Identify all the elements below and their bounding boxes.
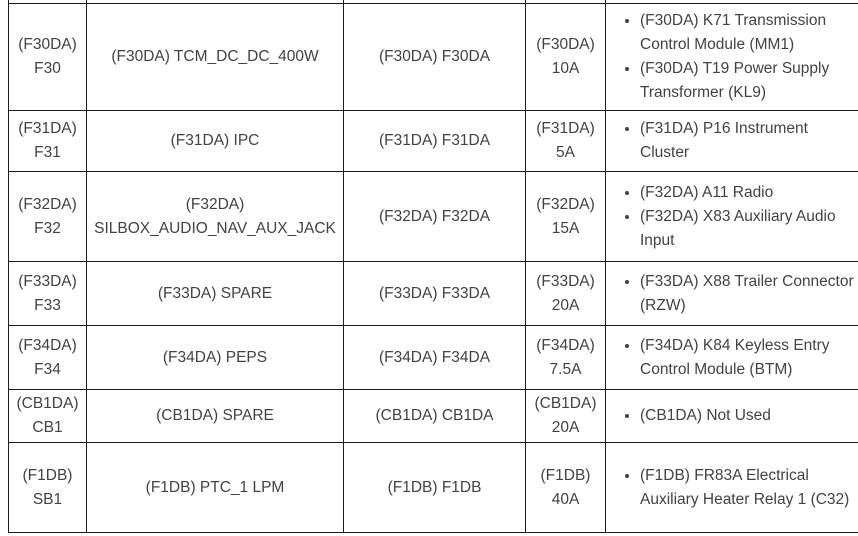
fuse-function-cell: (CB1DA) SPARE <box>86 389 344 443</box>
fuse-function-cell: (F32DA) SILBOX_AUDIO_NAV_AUX_JACK <box>86 171 344 262</box>
fuse-function-cell: (F31DA) IPC <box>86 110 344 172</box>
components-list: (CB1DA) Not Used <box>612 404 858 428</box>
table-row: (F33DA) F33 (F33DA) SPARE (F33DA) F33DA (F3… <box>8 261 858 326</box>
amperage-cell: (F30DA) 10A <box>525 3 606 111</box>
component-item: (F30DA) T19 Power Supply Transformer (KL… <box>640 57 857 105</box>
fuse-code-cell: (F1DB) F1DB <box>343 442 526 533</box>
fuse-code-cell: (F31DA) F31DA <box>343 110 526 172</box>
table-row: (F31DA) F31 (F31DA) IPC (F31DA) F31DA (F31D… <box>8 110 858 172</box>
components-cell: (F31DA) P16 Instrument Cluster <box>605 110 858 172</box>
components-cell: (F34DA) K84 Keyless Entry Control Module… <box>605 325 858 390</box>
fuse-code-cell: (CB1DA) CB1DA <box>343 389 526 443</box>
components-cell: (F30DA) K71 Transmission Control Module … <box>605 3 858 111</box>
fuse-code-cell: (F33DA) F33DA <box>343 261 526 326</box>
amperage-cell: (F1DB) 40A <box>525 442 606 533</box>
fuse-code-cell: (F34DA) F34DA <box>343 325 526 390</box>
fuse-box-table: (F30DA) F30 (F30DA) TCM_DC_DC_400W (F30DA)… <box>8 0 858 533</box>
table-row: (CB1DA) CB1 (CB1DA) SPARE (CB1DA) CB1DA (CB… <box>8 389 858 443</box>
component-item: (CB1DA) Not Used <box>640 404 857 428</box>
amperage-cell: (F31DA) 5A <box>525 110 606 172</box>
components-list: (F34DA) K84 Keyless Entry Control Module… <box>612 334 858 382</box>
fuse-function-cell: (F1DB) PTC_1 LPM <box>86 442 344 533</box>
fuse-id-cell: (F31DA) F31 <box>8 110 87 172</box>
components-list: (F31DA) P16 Instrument Cluster <box>612 117 858 165</box>
component-item: (F34DA) K84 Keyless Entry Control Module… <box>640 334 857 382</box>
components-list: (F1DB) FR83A Electrical Auxiliary Heater… <box>612 464 858 512</box>
component-item: (F31DA) P16 Instrument Cluster <box>640 117 857 165</box>
component-item: (F32DA) A11 Radio <box>640 181 857 205</box>
table-row: (F32DA) F32 (F32DA) SILBOX_AUDIO_NAV_AUX_… <box>8 171 858 262</box>
components-cell: (F32DA) A11 Radio(F32DA) X83 Auxiliary A… <box>605 171 858 262</box>
components-cell: (F33DA) X88 Trailer Connector (RZW) <box>605 261 858 326</box>
fuse-function-cell: (F33DA) SPARE <box>86 261 344 326</box>
fuse-code-cell: (F30DA) F30DA <box>343 3 526 111</box>
fuse-id-cell: (CB1DA) CB1 <box>8 389 87 443</box>
fuse-id-cell: (F33DA) F33 <box>8 261 87 326</box>
amperage-cell: (F33DA) 20A <box>525 261 606 326</box>
fuse-table-body: (F30DA) F30 (F30DA) TCM_DC_DC_400W (F30DA)… <box>8 0 858 533</box>
component-item: (F30DA) K71 Transmission Control Module … <box>640 9 857 57</box>
fuse-id-cell: (F1DB) SB1 <box>8 442 87 533</box>
components-list: (F30DA) K71 Transmission Control Module … <box>612 9 858 105</box>
fuse-code-cell: (F32DA) F32DA <box>343 171 526 262</box>
component-item: (F1DB) FR83A Electrical Auxiliary Heater… <box>640 464 857 512</box>
fuse-id-cell: (F30DA) F30 <box>8 3 87 111</box>
table-row: (F30DA) F30 (F30DA) TCM_DC_DC_400W (F30DA)… <box>8 3 858 111</box>
fuse-id-cell: (F32DA) F32 <box>8 171 87 262</box>
fuse-function-cell: (F30DA) TCM_DC_DC_400W <box>86 3 344 111</box>
components-cell: (CB1DA) Not Used <box>605 389 858 443</box>
component-item: (F32DA) X83 Auxiliary Audio Input <box>640 205 857 253</box>
components-list: (F32DA) A11 Radio(F32DA) X83 Auxiliary A… <box>612 181 858 253</box>
amperage-cell: (F34DA) 7.5A <box>525 325 606 390</box>
amperage-cell: (CB1DA) 20A <box>525 389 606 443</box>
amperage-cell: (F32DA) 15A <box>525 171 606 262</box>
fuse-id-cell: (F34DA) F34 <box>8 325 87 390</box>
components-list: (F33DA) X88 Trailer Connector (RZW) <box>612 270 858 318</box>
fuse-function-cell: (F34DA) PEPS <box>86 325 344 390</box>
components-cell: (F1DB) FR83A Electrical Auxiliary Heater… <box>605 442 858 533</box>
table-row: (F1DB) SB1 (F1DB) PTC_1 LPM (F1DB) F1DB (F1… <box>8 442 858 533</box>
table-row: (F34DA) F34 (F34DA) PEPS (F34DA) F34DA (F34… <box>8 325 858 390</box>
component-item: (F33DA) X88 Trailer Connector (RZW) <box>640 270 857 318</box>
